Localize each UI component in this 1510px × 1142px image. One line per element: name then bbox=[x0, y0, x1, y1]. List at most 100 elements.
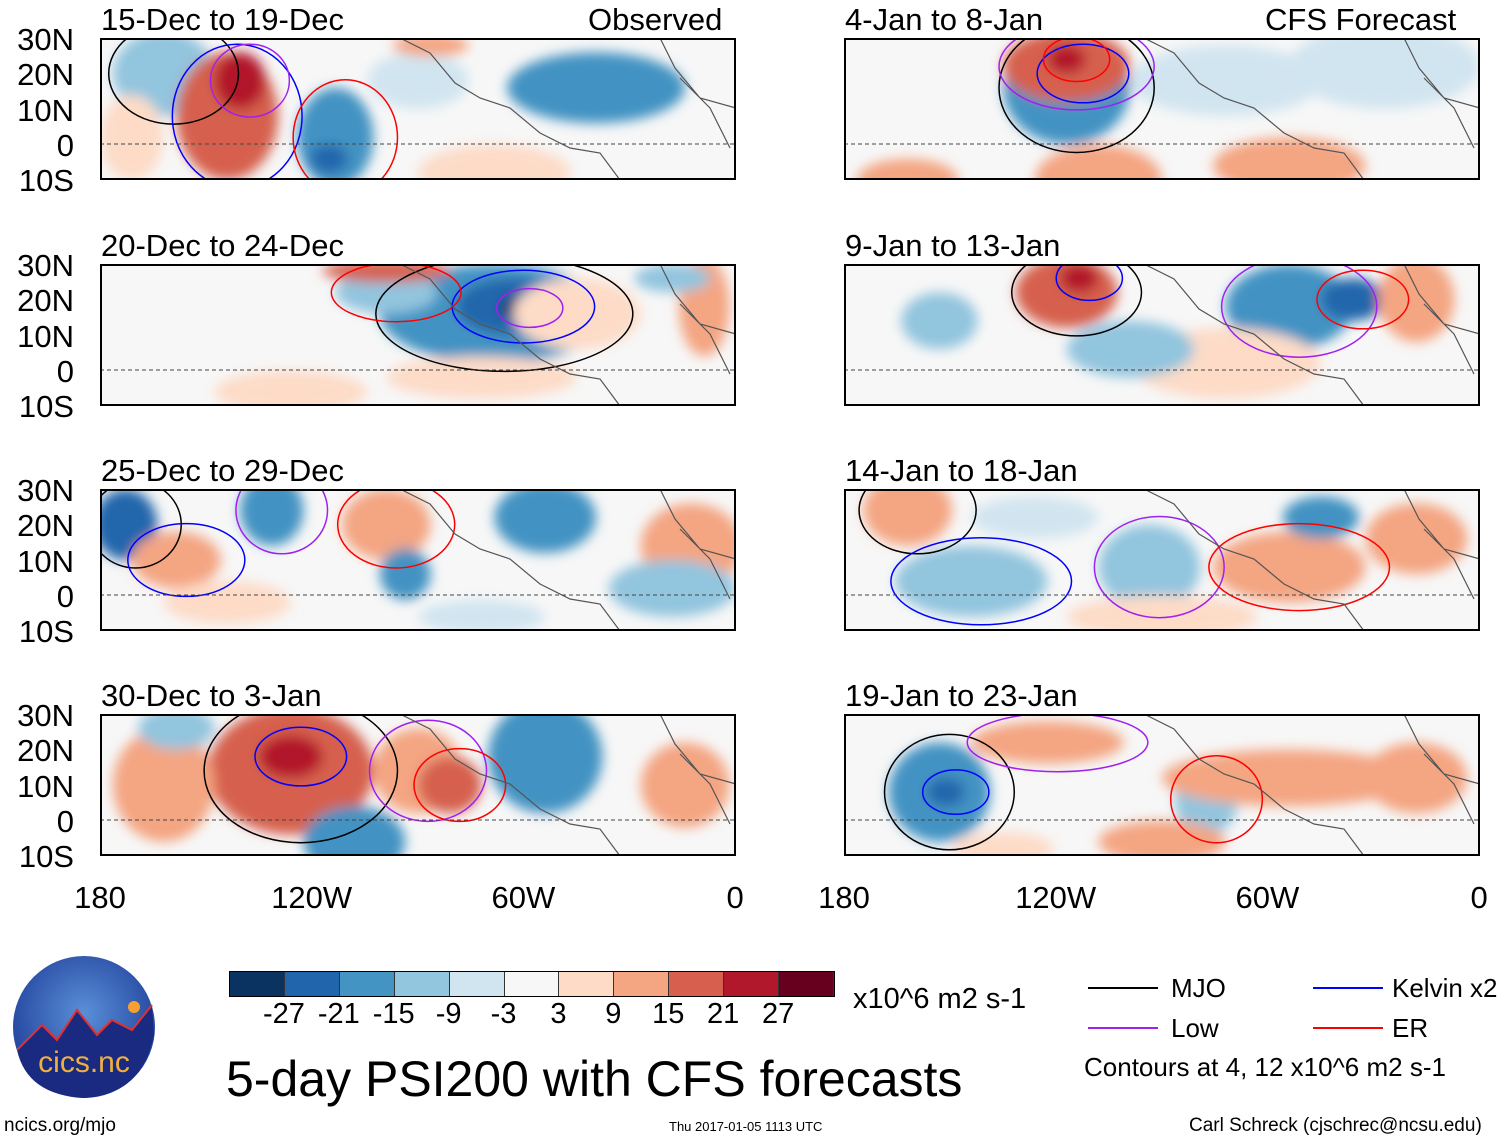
anomaly-region bbox=[1162, 749, 1417, 807]
wave-contour bbox=[883, 733, 1016, 851]
wave-contour bbox=[1316, 269, 1410, 330]
anomaly-region bbox=[894, 545, 1048, 617]
coastline bbox=[1143, 38, 1480, 180]
panel-title: 30-Dec to 3-Jan bbox=[101, 678, 322, 713]
colorbar-label: -3 bbox=[490, 998, 517, 1030]
map-panel bbox=[844, 38, 1480, 180]
panel-frame bbox=[844, 714, 1480, 856]
panel-frame bbox=[100, 264, 736, 406]
wave-contour bbox=[921, 769, 990, 816]
map-panel bbox=[100, 264, 736, 406]
panel-title: 25-Dec to 29-Dec bbox=[101, 453, 344, 488]
colorbar-swatch bbox=[779, 972, 834, 996]
y-tick-label: 10N bbox=[17, 768, 74, 804]
anomaly-region bbox=[952, 831, 1054, 856]
anomaly-region bbox=[163, 581, 291, 624]
colorbar-swatch bbox=[669, 972, 725, 996]
panel-title: 15-Dec to 19-Dec bbox=[101, 2, 344, 37]
colorbar-swatch bbox=[230, 972, 285, 996]
wave-contour bbox=[107, 38, 240, 125]
anomaly-region bbox=[1098, 524, 1201, 610]
coastline bbox=[399, 264, 736, 406]
x-tick-label: 60W bbox=[491, 880, 556, 915]
anomaly-region bbox=[418, 756, 482, 814]
legend-low-line bbox=[1088, 1027, 1158, 1029]
y-tick-label: 10S bbox=[18, 163, 74, 199]
anomaly-region bbox=[513, 278, 641, 350]
y-tick-label: 20N bbox=[17, 508, 74, 544]
anomaly-region bbox=[112, 728, 215, 842]
wave-contour bbox=[966, 714, 1149, 773]
colorbar-label: -21 bbox=[317, 998, 360, 1030]
cics-logo: cics.nc bbox=[12, 955, 157, 1100]
figure-title: 5-day PSI200 with CFS forecasts bbox=[226, 1051, 963, 1107]
panel-frame bbox=[100, 489, 736, 631]
colorbar-swatch bbox=[504, 972, 560, 996]
wave-contour bbox=[375, 264, 634, 373]
anomaly-region bbox=[367, 52, 469, 109]
colorbar-swatch bbox=[284, 972, 340, 996]
source-link[interactable]: ncics.org/mjo bbox=[4, 1115, 116, 1136]
x-tick-label: 120W bbox=[1015, 880, 1097, 915]
wave-contour bbox=[330, 264, 462, 323]
anomaly-region bbox=[214, 52, 266, 109]
legend-kelvin-line bbox=[1313, 987, 1383, 989]
wave-contour bbox=[203, 714, 399, 844]
wave-contour bbox=[1010, 264, 1143, 337]
anomaly-region bbox=[131, 531, 221, 589]
x-tick-label: 180 bbox=[818, 880, 870, 915]
y-tick-label: 30N bbox=[17, 473, 74, 508]
anomaly-region bbox=[1066, 320, 1194, 378]
panel-title: 4-Jan to 8-Jan bbox=[845, 2, 1044, 37]
anomaly-region bbox=[1130, 45, 1321, 117]
map-panel bbox=[100, 38, 736, 180]
colorbar-label: -15 bbox=[372, 998, 415, 1030]
panel-title: 19-Jan to 23-Jan bbox=[845, 678, 1078, 713]
wave-contour bbox=[413, 747, 507, 823]
forecast-label: CFS Forecast bbox=[1265, 2, 1457, 37]
x-tick-label: 0 bbox=[726, 880, 744, 915]
y-tick-label: 30N bbox=[17, 698, 74, 733]
panel-frame bbox=[844, 38, 1480, 180]
anomaly-region bbox=[971, 496, 1099, 539]
anomaly-region bbox=[392, 38, 469, 57]
map-panel bbox=[844, 714, 1480, 856]
legend-low: Low bbox=[1171, 1013, 1219, 1043]
anomaly-region bbox=[259, 735, 323, 778]
y-tick-label: 20N bbox=[17, 733, 74, 769]
y-tick-label: 10S bbox=[18, 839, 74, 875]
timestamp: Thu 2017-01-05 1113 UTC bbox=[669, 1119, 823, 1134]
wave-contour bbox=[127, 522, 246, 598]
y-tick-label: 10S bbox=[18, 389, 74, 425]
x-tick-label: 180 bbox=[74, 880, 126, 915]
anomaly-region bbox=[1060, 264, 1099, 293]
y-tick-label: 10N bbox=[17, 543, 74, 579]
y-tick-label: 10N bbox=[17, 92, 74, 128]
anomaly-region bbox=[1289, 38, 1480, 109]
legend-mjo: MJO bbox=[1171, 973, 1226, 1003]
wave-contour bbox=[858, 489, 977, 555]
wave-contour bbox=[1042, 38, 1111, 83]
anomaly-region bbox=[1365, 742, 1468, 814]
contour-note: Contours at 4, 12 x10^6 m2 s-1 bbox=[1084, 1052, 1446, 1082]
anomaly-region bbox=[926, 777, 965, 807]
y-tick-label: 20N bbox=[17, 283, 74, 319]
colorbar-swatch bbox=[449, 972, 505, 996]
wave-contour bbox=[495, 287, 564, 329]
anomaly-region bbox=[901, 292, 978, 350]
panel-frame bbox=[100, 714, 736, 856]
colorbar bbox=[229, 971, 835, 997]
anomaly-region bbox=[309, 144, 349, 173]
wave-contour bbox=[235, 489, 329, 555]
wave-contour bbox=[209, 43, 291, 118]
coastline bbox=[399, 489, 736, 631]
y-tick-label: 0 bbox=[56, 578, 74, 614]
anomaly-region bbox=[487, 714, 603, 814]
svg-text:cics.nc: cics.nc bbox=[38, 1046, 130, 1079]
anomaly-region bbox=[341, 489, 431, 560]
y-tick-label: 20N bbox=[17, 57, 74, 93]
y-tick-label: 10N bbox=[17, 318, 74, 354]
coastline bbox=[1143, 714, 1480, 856]
anomaly-region bbox=[1098, 820, 1226, 856]
colorbar-label: -27 bbox=[262, 998, 305, 1030]
